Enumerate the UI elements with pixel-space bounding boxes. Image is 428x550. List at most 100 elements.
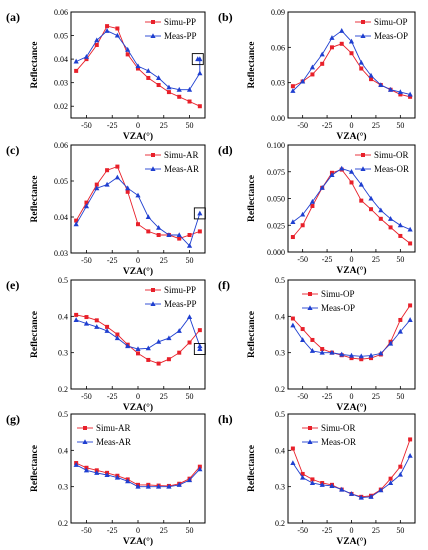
data-point-triangle — [125, 185, 131, 191]
data-point-triangle — [83, 467, 90, 473]
y-tick-label: 0.050 — [267, 195, 285, 204]
y-tick-label: 0.5 — [275, 410, 285, 419]
data-point-triangle — [309, 198, 316, 204]
data-point-square — [146, 75, 151, 80]
y-tick-label: 0.2 — [275, 519, 285, 528]
data-point-square — [177, 236, 182, 241]
data-point-square — [156, 233, 161, 237]
legend-label: Meas-OR — [374, 164, 409, 174]
series-line — [292, 439, 411, 498]
data-point-triangle — [348, 491, 355, 496]
data-point-triangle — [300, 211, 306, 217]
series-meas-pp — [73, 28, 203, 92]
legend-entry: Meas-OR — [355, 164, 409, 174]
data-point-triangle — [339, 486, 345, 492]
data-point-square — [300, 327, 305, 332]
x-tick-label: 25 — [160, 392, 168, 401]
plot-frame — [70, 279, 206, 390]
data-point-triangle — [319, 51, 325, 57]
legend-entry: Simu-OR — [355, 150, 409, 160]
y-tick-label: 0.2 — [58, 385, 68, 394]
data-point-triangle — [83, 320, 90, 326]
data-point-triangle — [73, 58, 79, 64]
y-tick-label: 0.4 — [58, 446, 68, 455]
series-meas-pp — [73, 314, 203, 352]
x-tick-label: -25 — [107, 256, 118, 265]
data-point-triangle — [156, 483, 162, 489]
data-point-square — [136, 66, 140, 71]
x-tick-label: -50 — [81, 392, 92, 401]
y-tick-label: 0.000 — [267, 248, 285, 257]
data-point-square — [151, 288, 155, 292]
y-tick-label: 0.04 — [54, 55, 68, 64]
data-point-triangle — [307, 305, 313, 310]
data-point-triangle — [378, 82, 384, 88]
data-point-triangle — [387, 216, 394, 221]
x-axis-label: VZA(°) — [123, 266, 153, 277]
data-point-square — [349, 180, 354, 185]
legend-label: Meas-AR — [96, 437, 131, 447]
data-point-triangle — [94, 37, 100, 43]
panel-label: (h) — [218, 412, 233, 426]
data-point-square — [361, 20, 365, 24]
data-point-square — [115, 164, 120, 169]
x-tick-label: 50 — [186, 392, 194, 401]
data-point-triangle — [145, 483, 151, 489]
data-point-triangle — [368, 352, 374, 358]
plot-frame — [287, 11, 416, 119]
legend-entry: Meas-PP — [145, 31, 197, 41]
x-axis-label: VZA(°) — [123, 131, 153, 142]
data-point-square — [408, 94, 413, 99]
data-point-square — [125, 52, 130, 57]
data-point-square — [136, 222, 140, 227]
data-point-triangle — [176, 482, 182, 487]
data-point-square — [94, 42, 99, 47]
series-meas-ar — [73, 174, 203, 248]
chart-panel-6: (f) 0.2 0.3 0.4 0.5 -50 -25 0 25 50 Reflectance VZA… — [218, 276, 416, 413]
data-point-triangle — [195, 56, 201, 62]
data-point-triangle — [329, 349, 335, 355]
data-point-triangle — [319, 349, 325, 355]
plot-frame — [287, 144, 416, 253]
data-point-triangle — [197, 466, 203, 472]
data-point-square — [300, 471, 305, 476]
data-point-triangle — [186, 477, 193, 483]
data-point-triangle — [156, 225, 162, 230]
data-point-triangle — [387, 480, 394, 486]
data-point-triangle — [176, 328, 182, 333]
legend-label: Simu-AR — [96, 423, 131, 433]
y-axis-label: Reflectance — [247, 445, 257, 492]
x-axis-label: VZA(°) — [336, 265, 366, 276]
x-tick-label: -50 — [297, 526, 308, 535]
chart-panel-8: (h) 0.2 0.3 0.4 0.5 -50 -25 0 25 50 Reflectance VZA… — [218, 410, 416, 547]
data-point-triangle — [135, 483, 141, 489]
series-meas-op — [290, 317, 413, 359]
y-tick-label: 0.5 — [275, 276, 285, 285]
data-point-square — [105, 324, 110, 329]
x-tick-label: 0 — [136, 526, 140, 535]
data-point-triangle — [104, 181, 110, 187]
y-axis-label: Reflectance — [30, 42, 40, 89]
x-tick-label: -25 — [322, 121, 333, 130]
data-point-triangle — [83, 53, 90, 59]
x-tick-label: -25 — [107, 526, 118, 535]
x-axis-label: VZA(°) — [336, 402, 366, 413]
legend-label: Simu-PP — [164, 285, 196, 295]
series-line — [75, 166, 200, 240]
series-line — [292, 305, 411, 360]
x-tick-label: 50 — [396, 392, 404, 401]
x-tick-label: 50 — [396, 526, 404, 535]
y-tick-label: 0.5 — [58, 410, 68, 419]
legend-label: Meas-AR — [164, 164, 199, 174]
x-tick-label: -50 — [297, 121, 308, 130]
data-point-square — [94, 318, 99, 323]
highlight-box — [193, 343, 206, 355]
data-point-triangle — [145, 345, 151, 351]
panel-label: (f) — [218, 278, 230, 292]
panel-label: (b) — [218, 10, 233, 24]
data-point-triangle — [360, 33, 366, 38]
data-point-square — [408, 437, 413, 442]
data-point-triangle — [329, 172, 335, 177]
data-point-triangle — [125, 478, 131, 484]
data-point-triangle — [397, 222, 403, 228]
